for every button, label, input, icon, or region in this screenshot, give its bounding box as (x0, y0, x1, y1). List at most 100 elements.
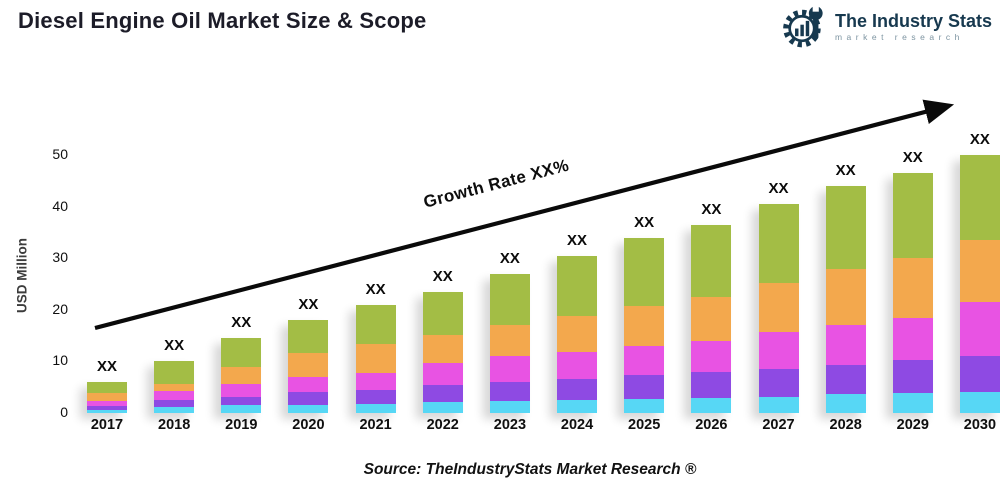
brand-logo-text: The Industry Stats market research (834, 10, 992, 43)
bar-2029 (892, 173, 933, 413)
x-tick-2022: 2022 (426, 417, 459, 433)
bar-2030-segment-orange (959, 240, 1000, 303)
bar-2017-segment-magenta (87, 401, 127, 407)
bar-2020-segment-magenta (288, 377, 329, 393)
bar-2028 (825, 185, 866, 413)
bar-2023-segment-orange (489, 325, 530, 356)
bar-2025-segment-green (624, 237, 665, 307)
bar-2017-segment-green (87, 382, 127, 393)
bar-2029-segment-orange (892, 258, 933, 318)
bar-2027-segment-orange (758, 282, 799, 332)
bar-2027 (758, 204, 799, 413)
bar-2027-segment-magenta (758, 331, 799, 370)
bar-2017-segment-purple (87, 406, 127, 410)
bar-2022 (422, 291, 463, 413)
y-axis-title: USD Million (14, 238, 30, 313)
bar-2027-segment-purple (758, 369, 799, 398)
bar-2021-segment-purple (355, 390, 396, 405)
x-tick-2023: 2023 (493, 417, 527, 433)
bar-2021-segment-light-blue (355, 404, 396, 413)
page-title: Diesel Engine Oil Market Size & Scope (18, 8, 427, 33)
x-tick-2028: 2028 (829, 417, 862, 433)
bar-2018-segment-light-blue (154, 406, 195, 413)
bar-2018-segment-green (154, 361, 195, 384)
bar-2018-segment-orange (154, 383, 195, 392)
bar-2027-segment-light-blue (758, 397, 799, 413)
bar-2021-segment-magenta (355, 373, 396, 391)
bar-2026-segment-green (691, 224, 732, 297)
gear-wrench-icon (783, 5, 823, 48)
bar-value-label-2017: XX (96, 358, 117, 376)
bar-2024-segment-light-blue (557, 400, 598, 413)
bar-2028-segment-green (825, 185, 866, 269)
brand-logo: The Industry Stats market research (782, 4, 992, 50)
bar-2024 (557, 255, 598, 413)
brand-tagline: market research (834, 32, 964, 43)
x-tick-2025: 2025 (628, 417, 661, 433)
bar-2023 (489, 273, 530, 413)
bar-2017-segment-light-blue (87, 409, 127, 413)
bar-2018-segment-magenta (154, 391, 195, 400)
bar-2019-segment-magenta (221, 383, 262, 398)
bar-2022-segment-magenta (422, 362, 463, 386)
bar-2024-segment-magenta (557, 352, 598, 380)
bar-2022-segment-orange (422, 334, 463, 363)
bar-2020-segment-green (288, 320, 329, 354)
y-tick-10: 10 (52, 352, 68, 369)
bar-2020 (288, 320, 329, 413)
bar-value-label-2030: XX (969, 131, 990, 148)
bar-2019-segment-orange (221, 366, 262, 384)
bar-2018 (154, 361, 195, 413)
x-tick-2024: 2024 (560, 417, 594, 433)
bar-value-label-2020: XX (298, 296, 319, 314)
bar-2026-segment-magenta (691, 340, 732, 372)
bar-2022-segment-purple (422, 385, 463, 402)
bar-2020-segment-light-blue (288, 405, 329, 413)
bar-2023-segment-light-blue (489, 401, 530, 413)
x-tick-2021: 2021 (359, 417, 392, 433)
bar-2023-segment-purple (489, 381, 530, 402)
x-tick-2019: 2019 (225, 417, 258, 433)
growth-rate-label: Growth Rate XX% (421, 155, 572, 212)
bar-value-label-2026: XX (701, 200, 722, 218)
bar-2021 (355, 304, 396, 413)
bar-2028-segment-magenta (825, 325, 866, 366)
bar-2030-segment-purple (959, 356, 1000, 393)
bar-2021-segment-green (355, 304, 396, 345)
bar-value-label-2027: XX (768, 180, 789, 198)
x-tick-2027: 2027 (762, 417, 795, 433)
bar-2017-segment-orange (87, 392, 127, 402)
bar-2026-segment-light-blue (691, 397, 732, 413)
y-tick-30: 30 (52, 249, 68, 266)
bar-2028-segment-orange (825, 268, 866, 326)
bar-2022-segment-green (422, 291, 463, 335)
bar-2030 (959, 155, 1000, 413)
bar-2024-segment-orange (557, 315, 598, 353)
bar-2026-segment-orange (691, 296, 732, 341)
bar-2023-segment-green (489, 273, 530, 326)
bar-value-label-2029: XX (902, 149, 923, 167)
bar-2029-segment-purple (892, 360, 933, 393)
y-tick-40: 40 (52, 197, 68, 214)
x-tick-2029: 2029 (896, 417, 929, 433)
bar-value-label-2019: XX (231, 314, 252, 332)
x-tick-2020: 2020 (292, 417, 325, 433)
x-tick-2018: 2018 (158, 417, 191, 433)
bar-2030-segment-green (959, 155, 1000, 241)
bar-2024-segment-green (557, 255, 598, 316)
bar-2020-segment-orange (288, 353, 329, 378)
bar-2028-segment-light-blue (825, 394, 866, 413)
bar-2029-segment-green (892, 173, 933, 259)
bar-2019-segment-purple (221, 397, 262, 406)
bar-2021-segment-orange (355, 344, 396, 374)
y-tick-0: 0 (60, 404, 68, 420)
bar-value-label-2018: XX (164, 337, 185, 355)
bar-2024-segment-purple (557, 379, 598, 401)
y-tick-20: 20 (52, 300, 68, 317)
bar-2018-segment-purple (154, 399, 195, 407)
y-tick-50: 50 (52, 146, 68, 162)
bar-2028-segment-purple (825, 365, 866, 395)
bar-2026-segment-purple (691, 371, 732, 398)
brand-name: The Industry Stats (834, 10, 992, 31)
bar-value-label-2023: XX (499, 249, 520, 267)
